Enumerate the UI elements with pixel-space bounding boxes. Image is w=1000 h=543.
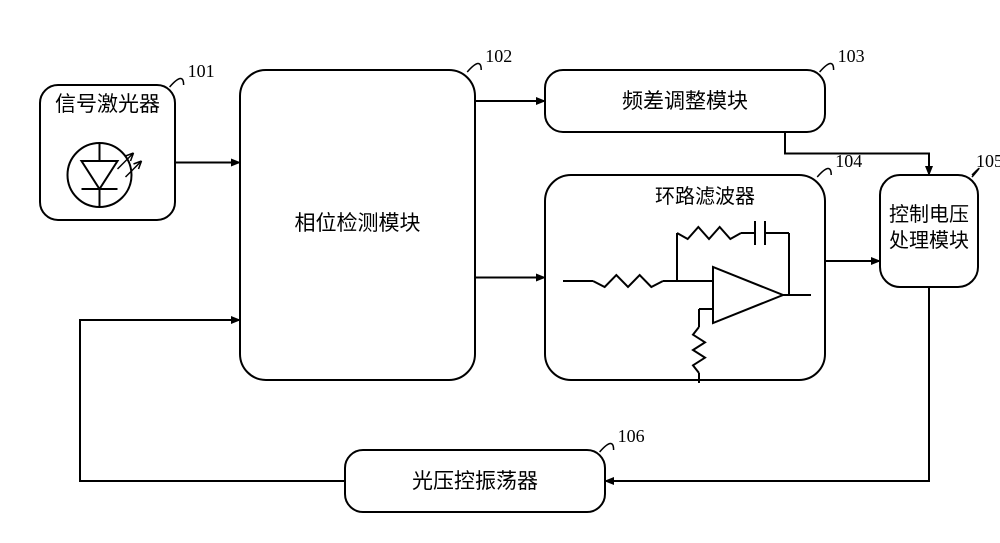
block-label: 频差调整模块 bbox=[622, 89, 748, 113]
block-id: 106 bbox=[618, 426, 645, 446]
block-label: 信号激光器 bbox=[55, 92, 160, 116]
block-id: 103 bbox=[838, 46, 865, 66]
block-label: 相位检测模块 bbox=[295, 211, 421, 235]
block-label: 环路滤波器 bbox=[655, 185, 755, 208]
block-id: 105 bbox=[976, 151, 1000, 171]
block-label: 处理模块 bbox=[889, 229, 969, 252]
block-id: 101 bbox=[188, 61, 215, 81]
block-label: 控制电压 bbox=[889, 203, 969, 226]
block-id: 102 bbox=[485, 46, 512, 66]
block-label: 光压控振荡器 bbox=[412, 469, 538, 493]
